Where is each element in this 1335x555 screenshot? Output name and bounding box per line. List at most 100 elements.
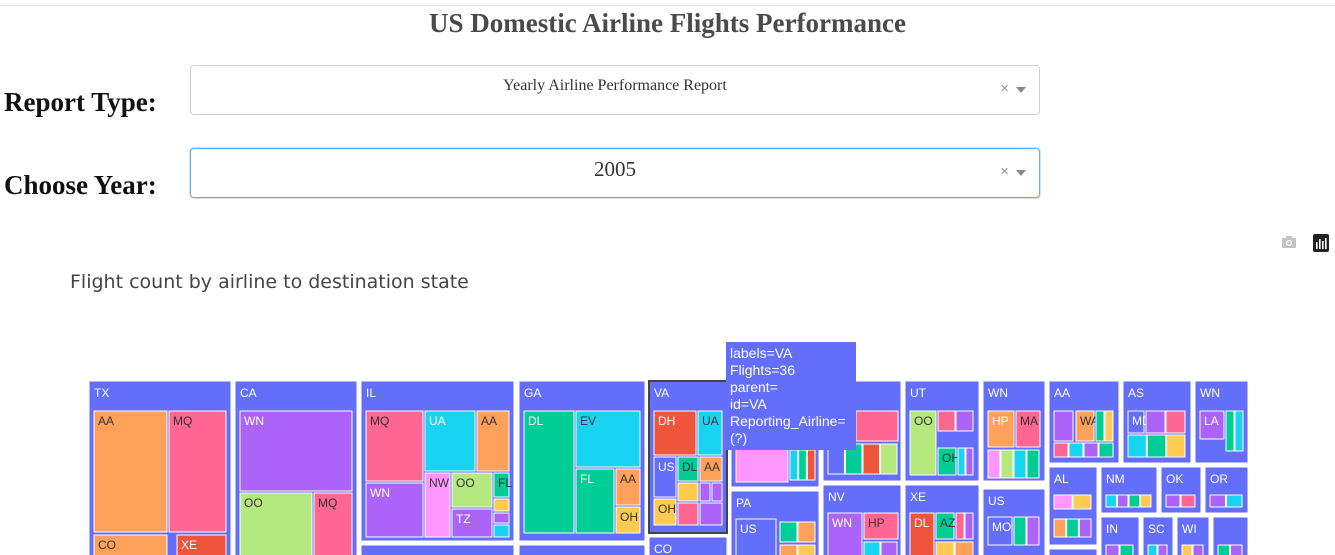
treemap-airline-tile[interactable] — [493, 524, 510, 538]
treemap-airline-tile[interactable] — [1026, 449, 1040, 479]
treemap-airline-tile[interactable] — [493, 498, 510, 512]
treemap-airline-tile[interactable] — [1226, 494, 1243, 508]
treemap-airline-tile[interactable] — [937, 447, 957, 476]
treemap-state-tile[interactable] — [360, 544, 515, 555]
treemap-airline-tile[interactable] — [909, 512, 935, 555]
plotly-logo-icon[interactable] — [1313, 234, 1329, 257]
treemap-airline-tile[interactable] — [451, 472, 493, 508]
treemap-airline-tile[interactable] — [1225, 410, 1235, 452]
treemap-chart[interactable]: TX AA MQ CO XE CA WN OO MQ IL MQ UA AA WN NW OO FL TZ GA DL… — [0, 330, 1335, 555]
treemap-airline-tile[interactable] — [239, 410, 353, 492]
treemap-airline-tile[interactable] — [880, 541, 898, 555]
treemap-airline-tile[interactable] — [653, 410, 697, 456]
treemap-airline-tile[interactable] — [1068, 442, 1084, 458]
year-dropdown[interactable]: 2005 × — [190, 148, 1040, 198]
treemap-airline-tile[interactable] — [955, 512, 965, 540]
treemap-airline-tile[interactable] — [493, 472, 510, 498]
treemap-airline-tile[interactable] — [964, 512, 974, 540]
treemap-airline-tile[interactable] — [1234, 410, 1244, 452]
treemap-airline-tile[interactable] — [1217, 544, 1230, 555]
report-type-dropdown[interactable]: Yearly Airline Performance Report × — [190, 65, 1040, 115]
treemap-airline-tile[interactable] — [1128, 494, 1140, 508]
treemap-airline-tile[interactable] — [1157, 544, 1168, 555]
treemap-airline-tile[interactable] — [1140, 494, 1152, 508]
treemap-airline-tile[interactable] — [855, 410, 899, 442]
treemap-airline-tile[interactable] — [954, 541, 974, 555]
treemap-airline-tile[interactable] — [1066, 518, 1079, 538]
treemap-state-tile[interactable] — [648, 536, 728, 555]
treemap-airline-tile[interactable] — [711, 482, 723, 502]
treemap-airline-tile[interactable] — [1105, 544, 1120, 555]
treemap-airline-tile[interactable] — [1053, 442, 1069, 458]
treemap-airline-tile[interactable] — [797, 521, 816, 543]
treemap-airline-tile[interactable] — [1165, 410, 1186, 434]
treemap-airline-tile[interactable] — [476, 410, 510, 472]
treemap-airline-tile[interactable] — [1165, 494, 1181, 508]
treemap-airline-tile[interactable] — [1105, 494, 1117, 508]
treemap-airline-tile[interactable] — [789, 449, 799, 481]
treemap-airline-tile[interactable] — [1013, 449, 1027, 479]
treemap-airline-tile[interactable] — [1192, 544, 1204, 555]
treemap-airline-tile[interactable] — [1166, 434, 1186, 458]
treemap-airline-tile[interactable] — [1147, 544, 1158, 555]
treemap-airline-tile[interactable] — [653, 456, 677, 498]
treemap-airline-tile[interactable] — [699, 456, 723, 482]
treemap-airline-tile[interactable] — [168, 410, 227, 533]
treemap-airline-tile[interactable] — [957, 447, 966, 476]
treemap-airline-tile[interactable] — [93, 410, 168, 533]
treemap-airline-tile[interactable] — [615, 468, 641, 506]
treemap-airline-tile[interactable] — [699, 502, 723, 526]
treemap-airline-tile[interactable] — [365, 482, 424, 538]
treemap-airline-tile[interactable] — [1119, 544, 1134, 555]
treemap-airline-tile[interactable] — [1053, 518, 1067, 538]
treemap-airline-tile[interactable] — [735, 445, 789, 483]
treemap-airline-tile[interactable] — [1083, 442, 1099, 458]
treemap-airline-tile[interactable] — [735, 518, 777, 555]
treemap-airline-tile[interactable] — [365, 410, 424, 482]
treemap-airline-tile[interactable] — [1098, 442, 1114, 458]
treemap-airline-tile[interactable] — [1072, 494, 1092, 510]
treemap-airline-tile[interactable] — [93, 534, 168, 555]
year-clear-icon[interactable]: × — [1000, 163, 1009, 180]
treemap-airline-tile[interactable] — [677, 482, 699, 502]
treemap-airline-tile[interactable] — [862, 443, 880, 475]
year-chevron-down-icon[interactable] — [1016, 170, 1026, 176]
treemap-airline-tile[interactable] — [451, 508, 493, 538]
treemap-airline-tile[interactable] — [935, 541, 955, 555]
treemap-airline-tile[interactable] — [493, 512, 510, 524]
treemap-airline-tile[interactable] — [653, 498, 677, 526]
treemap-airline-tile[interactable] — [779, 521, 798, 543]
treemap-airline-tile[interactable] — [863, 512, 899, 540]
treemap-airline-tile[interactable] — [1199, 410, 1225, 440]
treemap-airline-tile[interactable] — [965, 447, 974, 476]
report-type-clear-icon[interactable]: × — [1000, 80, 1009, 97]
treemap-airline-tile[interactable] — [1053, 410, 1074, 442]
report-type-chevron-down-icon[interactable] — [1016, 87, 1026, 93]
treemap-airline-tile[interactable] — [987, 516, 1013, 546]
treemap-airline-tile[interactable] — [523, 410, 575, 534]
treemap-airline-tile[interactable] — [987, 410, 1015, 448]
treemap-state-tile[interactable] — [1048, 548, 1098, 555]
treemap-airline-tile[interactable] — [424, 472, 451, 538]
treemap-airline-tile[interactable] — [1026, 516, 1040, 546]
treemap-airline-tile[interactable] — [697, 410, 723, 456]
treemap-airline-tile[interactable] — [1145, 410, 1166, 434]
treemap-airline-tile[interactable] — [677, 502, 699, 526]
treemap-airline-tile[interactable] — [798, 449, 807, 481]
treemap-airline-tile[interactable] — [1146, 434, 1167, 458]
treemap-airline-tile[interactable] — [1015, 410, 1041, 448]
treemap-airline-tile[interactable] — [1117, 494, 1129, 508]
treemap-airline-tile[interactable] — [313, 492, 353, 555]
treemap-airline-tile[interactable] — [424, 410, 476, 472]
treemap-airline-tile[interactable] — [827, 512, 863, 555]
treemap-airline-tile[interactable] — [1053, 494, 1073, 510]
treemap-airline-tile[interactable] — [575, 410, 641, 468]
treemap-airline-tile[interactable] — [1078, 518, 1092, 538]
treemap-airline-tile[interactable] — [1230, 544, 1243, 555]
treemap-airline-tile[interactable] — [955, 410, 974, 432]
treemap-airline-tile[interactable] — [1180, 494, 1196, 508]
treemap-airline-tile[interactable] — [935, 512, 955, 540]
treemap-airline-tile[interactable] — [987, 449, 1001, 479]
treemap-airline-tile[interactable] — [806, 449, 816, 481]
camera-icon[interactable] — [1281, 234, 1297, 255]
